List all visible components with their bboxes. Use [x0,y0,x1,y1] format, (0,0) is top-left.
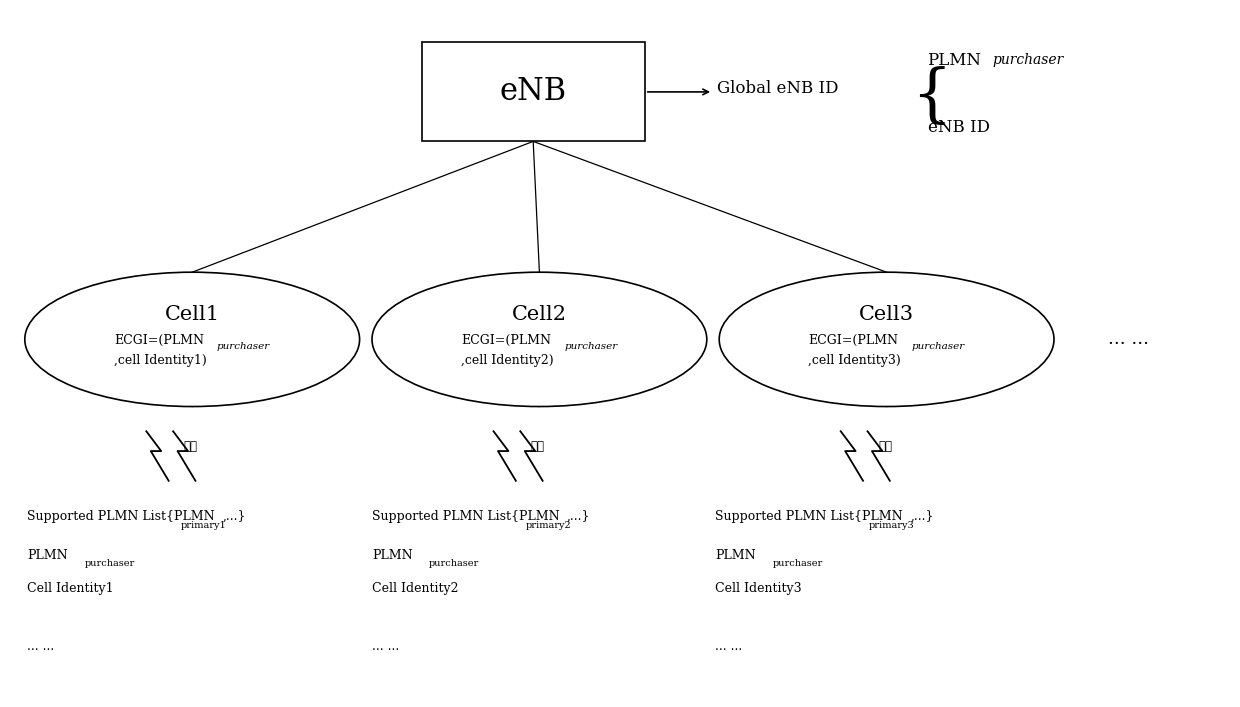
FancyBboxPatch shape [422,42,645,141]
Text: 广播: 广播 [878,440,892,453]
Text: purchaser: purchaser [564,342,618,351]
Text: purchaser: purchaser [217,342,270,351]
Text: Supported PLMN List{PLMN: Supported PLMN List{PLMN [715,510,903,522]
Text: primary3: primary3 [869,521,914,530]
Text: Supported PLMN List{PLMN: Supported PLMN List{PLMN [27,510,215,522]
Text: Global eNB ID: Global eNB ID [717,80,838,97]
Text: purchaser: purchaser [429,559,480,568]
Text: ... ...: ... ... [1107,330,1149,349]
Text: ECGI=(PLMN: ECGI=(PLMN [808,334,899,347]
Text: ,...}: ,...} [567,510,590,522]
Text: eNB ID: eNB ID [928,119,990,136]
Text: Cell1: Cell1 [165,305,219,324]
Text: ,cell Identity1): ,cell Identity1) [114,354,207,367]
Text: Supported PLMN List{PLMN: Supported PLMN List{PLMN [372,510,559,522]
Text: PLMN: PLMN [27,549,68,561]
Text: PLMN: PLMN [928,52,982,69]
Text: Cell1: Cell1 [165,305,219,324]
Text: ,cell Identity3): ,cell Identity3) [808,354,901,367]
Text: Cell Identity1: Cell Identity1 [27,582,114,595]
Text: Cell3: Cell3 [859,305,914,324]
Text: ... ...: ... ... [372,641,399,653]
Text: ,...}: ,...} [222,510,246,522]
Text: ... ...: ... ... [715,641,743,653]
Text: eNB: eNB [500,76,567,107]
Ellipse shape [25,272,360,407]
Text: primary2: primary2 [526,521,570,530]
Text: purchaser: purchaser [84,559,135,568]
Text: Cell1: Cell1 [165,305,219,324]
Text: purchaser: purchaser [992,53,1063,67]
Text: Cell2: Cell2 [512,305,567,324]
Text: Cell3: Cell3 [859,305,914,324]
Text: Cell Identity3: Cell Identity3 [715,582,802,595]
Text: Cell3: Cell3 [859,305,914,324]
Ellipse shape [719,272,1054,407]
Text: purchaser: purchaser [911,342,965,351]
Text: Cell Identity2: Cell Identity2 [372,582,459,595]
Ellipse shape [372,272,707,407]
Text: Cell2: Cell2 [512,305,567,324]
Text: 广播: 广播 [184,440,197,453]
Text: purchaser: purchaser [773,559,823,568]
Text: ECGI=(PLMN: ECGI=(PLMN [114,334,205,347]
Text: PLMN: PLMN [372,549,413,561]
Text: ECGI=(PLMN: ECGI=(PLMN [461,334,552,347]
Text: ,cell Identity2): ,cell Identity2) [461,354,554,367]
Text: ,...}: ,...} [910,510,934,522]
Text: {: { [911,67,952,128]
Text: ... ...: ... ... [27,641,55,653]
Text: 广播: 广播 [531,440,544,453]
Text: primary1: primary1 [181,521,226,530]
Text: PLMN: PLMN [715,549,756,561]
Text: Cell2: Cell2 [512,305,567,324]
